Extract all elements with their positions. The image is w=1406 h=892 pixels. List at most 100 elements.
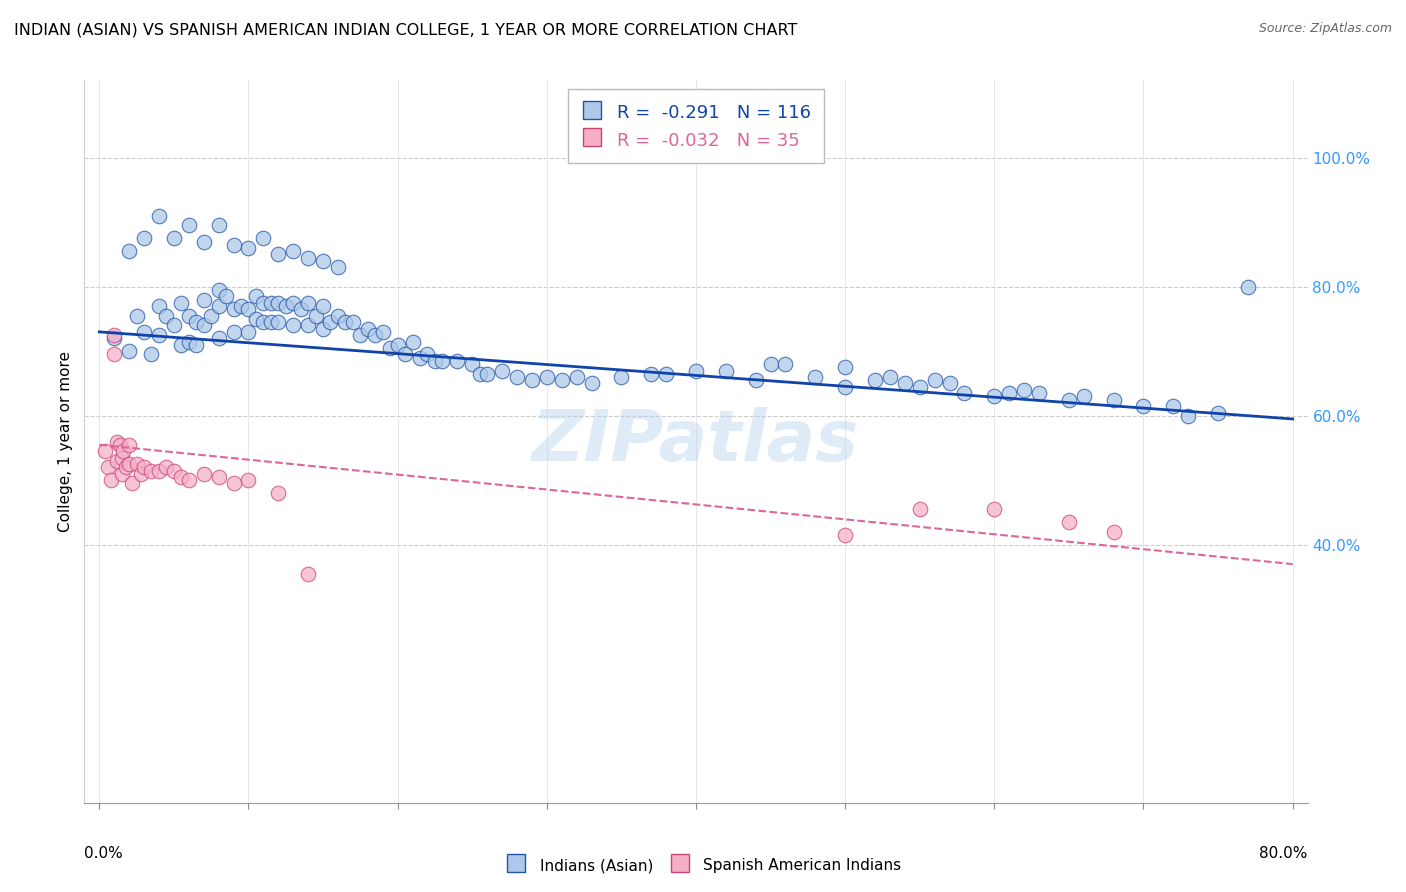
Point xyxy=(610,370,633,384)
Point xyxy=(394,347,416,361)
Point xyxy=(983,389,1005,403)
Point xyxy=(1206,405,1229,419)
Point xyxy=(640,367,662,381)
Point xyxy=(118,244,141,259)
Point xyxy=(222,325,245,339)
Point xyxy=(1237,279,1260,293)
Point xyxy=(297,251,319,265)
Point xyxy=(357,321,380,335)
Point xyxy=(177,473,200,487)
Point xyxy=(297,566,319,581)
Text: INDIAN (ASIAN) VS SPANISH AMERICAN INDIAN COLLEGE, 1 YEAR OR MORE CORRELATION CH: INDIAN (ASIAN) VS SPANISH AMERICAN INDIA… xyxy=(14,22,797,37)
Point xyxy=(1102,524,1125,539)
Point xyxy=(1073,389,1095,403)
Point xyxy=(475,367,498,381)
Point xyxy=(1012,383,1035,397)
Point xyxy=(834,528,856,542)
Point xyxy=(132,460,155,475)
Point xyxy=(380,341,402,355)
Point xyxy=(267,247,290,261)
Point xyxy=(103,331,125,345)
Point xyxy=(252,296,274,310)
Point xyxy=(252,231,274,245)
Text: Source: ZipAtlas.com: Source: ZipAtlas.com xyxy=(1258,22,1392,36)
Point xyxy=(115,460,138,475)
Point xyxy=(148,464,170,478)
Point xyxy=(804,370,827,384)
Point xyxy=(744,373,766,387)
Point xyxy=(863,373,886,387)
Point xyxy=(297,296,319,310)
Point xyxy=(132,231,155,245)
Point xyxy=(364,328,387,343)
Point xyxy=(177,309,200,323)
Point xyxy=(446,354,468,368)
Point xyxy=(401,334,423,349)
Point xyxy=(207,470,229,484)
Point xyxy=(536,370,558,384)
Point xyxy=(118,457,141,471)
Point xyxy=(238,325,260,339)
Legend: R =  -0.291   N = 116, R =  -0.032   N = 35: R = -0.291 N = 116, R = -0.032 N = 35 xyxy=(568,89,824,162)
Point xyxy=(342,315,364,329)
Point xyxy=(141,347,163,361)
Point xyxy=(155,460,177,475)
Point xyxy=(468,367,491,381)
Point xyxy=(148,328,170,343)
Point xyxy=(112,444,135,458)
Point xyxy=(148,299,170,313)
Point xyxy=(312,299,335,313)
Text: 0.0%: 0.0% xyxy=(84,847,124,861)
Point xyxy=(267,315,290,329)
Point xyxy=(121,476,143,491)
Point xyxy=(274,299,297,313)
Point xyxy=(163,318,186,333)
Point xyxy=(304,309,326,323)
Point xyxy=(163,464,186,478)
Point xyxy=(1132,399,1154,413)
Point xyxy=(953,386,976,401)
Point xyxy=(319,315,342,329)
Point xyxy=(312,254,335,268)
Point xyxy=(238,241,260,255)
Text: ZIPatlas: ZIPatlas xyxy=(533,407,859,476)
Point xyxy=(141,464,163,478)
Point xyxy=(163,231,186,245)
Point xyxy=(111,467,134,481)
Point xyxy=(103,347,125,361)
Point xyxy=(283,318,305,333)
Point xyxy=(834,360,856,375)
Point xyxy=(229,299,252,313)
Point xyxy=(1028,386,1050,401)
Point xyxy=(409,351,432,365)
Point xyxy=(423,354,446,368)
Point xyxy=(283,296,305,310)
Point xyxy=(111,450,134,465)
Point xyxy=(565,370,588,384)
Point xyxy=(908,502,931,516)
Point xyxy=(581,376,603,391)
Point xyxy=(938,376,960,391)
Point xyxy=(108,438,131,452)
Point xyxy=(238,302,260,317)
Point xyxy=(998,386,1021,401)
Point xyxy=(170,338,193,352)
Point xyxy=(245,312,267,326)
Point xyxy=(349,328,371,343)
Point xyxy=(1057,515,1080,529)
Point xyxy=(132,325,155,339)
Point xyxy=(551,373,574,387)
Legend: Indians (Asian), Spanish American Indians: Indians (Asian), Spanish American Indian… xyxy=(498,850,908,880)
Point xyxy=(118,438,141,452)
Point xyxy=(177,219,200,233)
Point xyxy=(924,373,946,387)
Point xyxy=(775,357,797,371)
Point xyxy=(200,309,222,323)
Point xyxy=(260,296,283,310)
Point xyxy=(207,283,229,297)
Point xyxy=(118,344,141,359)
Text: 80.0%: 80.0% xyxy=(1260,847,1308,861)
Point xyxy=(520,373,543,387)
Point xyxy=(125,457,148,471)
Point xyxy=(193,235,215,249)
